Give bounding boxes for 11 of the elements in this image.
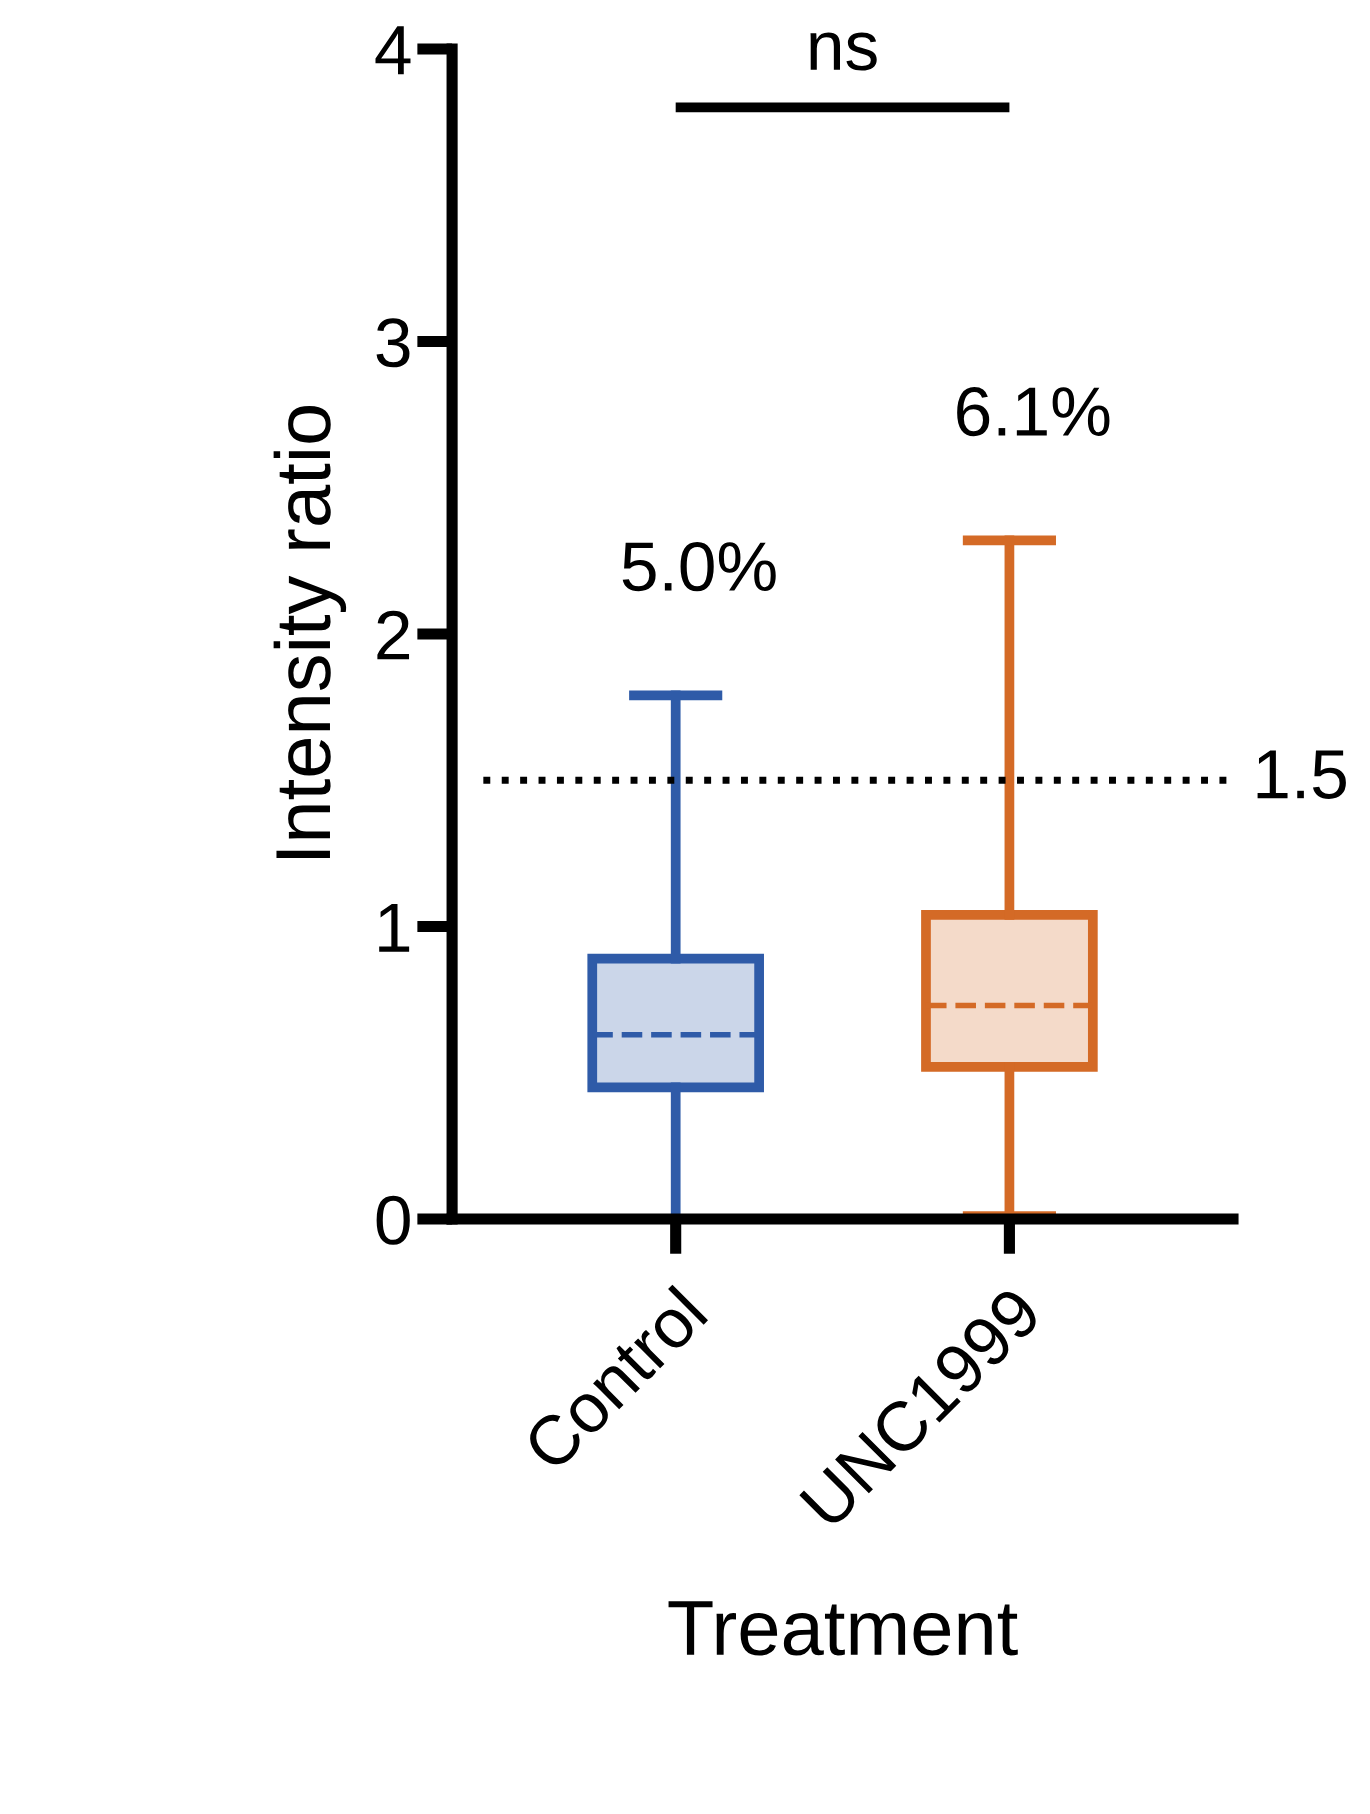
annotation: 6.1%: [957, 387, 1110, 437]
y-axis-title: Intensity ratio: [273, 405, 347, 859]
x-axis-title: Treatment: [668, 1601, 1018, 1656]
y-tick-label: 1: [379, 903, 410, 952]
annotation: ns: [810, 32, 877, 71]
y-tick-label: 0: [376, 1195, 410, 1245]
y-tick-label: 2: [377, 610, 410, 660]
annotation: 5.0%: [622, 542, 776, 592]
y-tick-label: 4: [375, 26, 411, 75]
y-tick-label: 3: [376, 318, 410, 368]
ref-line-label: 1.5: [1257, 750, 1346, 799]
